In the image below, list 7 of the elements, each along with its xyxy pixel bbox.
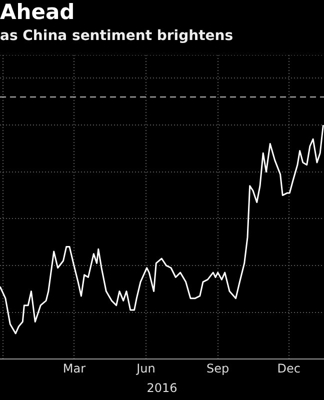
x-tick-label: Sep <box>206 362 230 376</box>
x-tick-label: Mar <box>62 362 86 376</box>
x-axis-title: 2016 <box>146 380 178 395</box>
chart-subtitle: as China sentiment brightens <box>0 28 234 44</box>
x-tick-label: Jun <box>136 362 156 376</box>
chart-title: Ahead <box>0 0 75 24</box>
x-tick-label: Dec <box>277 362 300 376</box>
